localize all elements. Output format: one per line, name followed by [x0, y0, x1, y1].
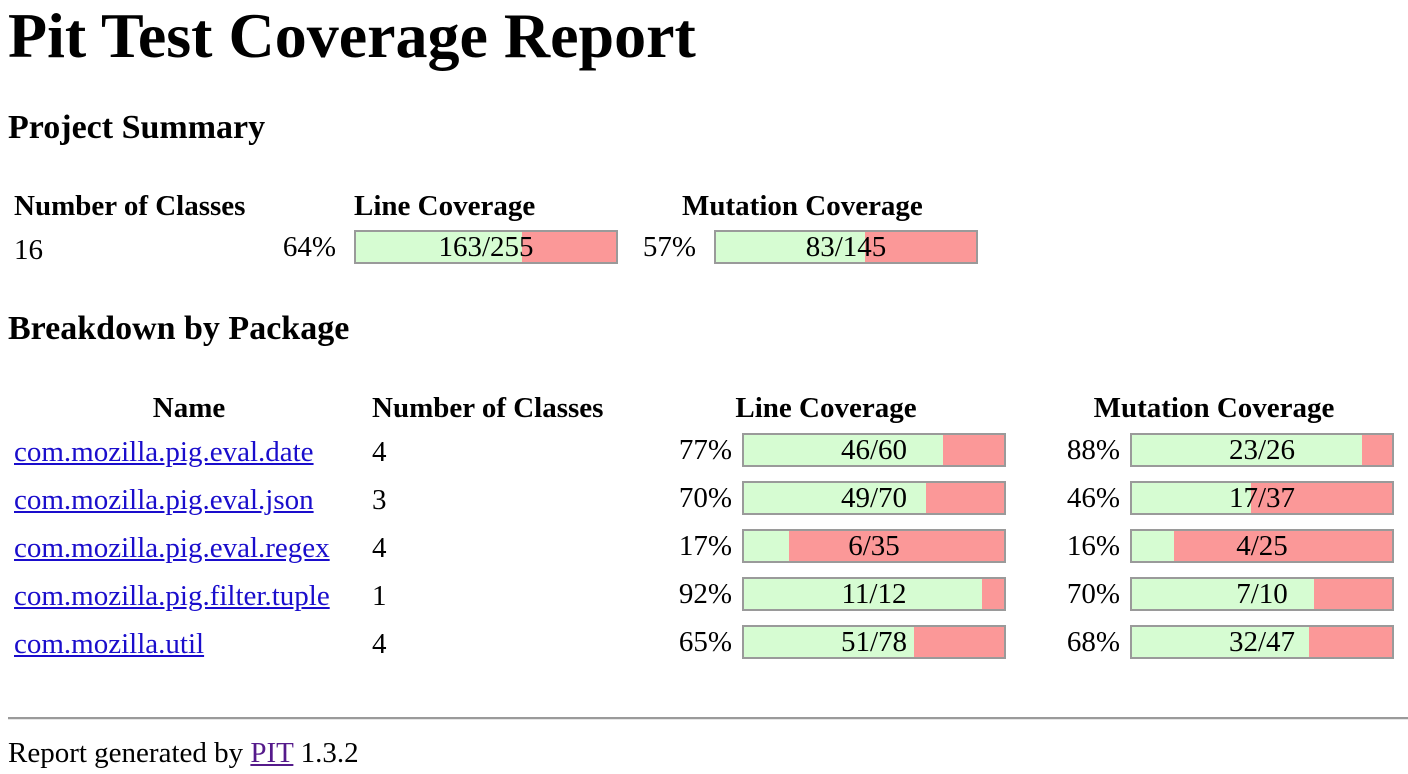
coverage-fill — [744, 483, 926, 513]
footer: Report generated by PIT 1.3.2 — [8, 736, 359, 770]
coverage-ratio: 4/25 — [1236, 530, 1288, 562]
footer-text: Report generated by — [8, 737, 244, 769]
summary-line-coverage-bar: 163/255 — [354, 230, 618, 264]
package-mutation-coverage-bar: 4/25 — [1130, 529, 1394, 563]
package-classes: 3 — [372, 484, 387, 516]
coverage-ratio: 7/10 — [1236, 578, 1288, 610]
coverage-ratio: 163/255 — [438, 231, 534, 263]
package-mutation-coverage-bar: 7/10 — [1130, 577, 1394, 611]
package-mutation-coverage-percent: 46% — [1066, 482, 1120, 514]
package-line-coverage-bar: 51/78 — [742, 625, 1006, 659]
breakdown-by-package-heading: Breakdown by Package — [8, 310, 350, 347]
summary-mutation-coverage-percent: 57% — [642, 231, 696, 263]
project-summary-heading: Project Summary — [8, 109, 266, 146]
package-line-coverage-percent: 17% — [678, 530, 732, 562]
package-line-coverage-bar: 46/60 — [742, 433, 1006, 467]
pit-link[interactable]: PIT — [250, 737, 294, 769]
summary-classes-value: 16 — [14, 234, 43, 266]
breakdown-name-header: Name — [152, 392, 226, 424]
breakdown-line-coverage-header: Line Coverage — [735, 392, 917, 424]
package-link[interactable]: com.mozilla.util — [14, 628, 205, 660]
package-link[interactable]: com.mozilla.pig.eval.json — [14, 484, 314, 516]
coverage-fill — [744, 531, 789, 561]
coverage-fill — [1132, 435, 1362, 465]
coverage-fill — [744, 627, 914, 657]
package-mutation-coverage-bar: 32/47 — [1130, 625, 1394, 659]
package-classes: 1 — [372, 580, 387, 612]
coverage-fill — [744, 435, 944, 465]
package-link[interactable]: com.mozilla.pig.eval.date — [14, 436, 314, 468]
coverage-ratio: 49/70 — [840, 482, 908, 514]
pit-version: 1.3.2 — [300, 737, 359, 769]
summary-mutation-coverage-header: Mutation Coverage — [682, 190, 923, 222]
coverage-ratio: 83/145 — [805, 231, 887, 263]
package-line-coverage-bar: 6/35 — [742, 529, 1006, 563]
package-classes: 4 — [372, 436, 387, 468]
summary-line-coverage-percent: 64% — [282, 231, 336, 263]
package-mutation-coverage-percent: 16% — [1066, 530, 1120, 562]
package-mutation-coverage-percent: 68% — [1066, 626, 1120, 658]
coverage-fill — [1132, 579, 1314, 609]
package-mutation-coverage-bar: 17/37 — [1130, 481, 1394, 515]
package-line-coverage-percent: 70% — [678, 482, 732, 514]
package-link[interactable]: com.mozilla.pig.filter.tuple — [14, 580, 330, 612]
summary-mutation-coverage-bar: 83/145 — [714, 230, 978, 264]
package-line-coverage-percent: 65% — [678, 626, 732, 658]
coverage-ratio: 6/35 — [848, 530, 900, 562]
coverage-ratio: 23/26 — [1228, 434, 1296, 466]
breakdown-mutation-coverage-header: Mutation Coverage — [1093, 392, 1335, 424]
coverage-ratio: 46/60 — [840, 434, 908, 466]
summary-classes-header: Number of Classes — [14, 190, 246, 222]
package-mutation-coverage-bar: 23/26 — [1130, 433, 1394, 467]
package-classes: 4 — [372, 628, 387, 660]
coverage-fill — [744, 579, 983, 609]
package-link[interactable]: com.mozilla.pig.eval.regex — [14, 532, 330, 564]
package-line-coverage-percent: 92% — [678, 578, 732, 610]
package-line-coverage-bar: 11/12 — [742, 577, 1006, 611]
footer-divider — [8, 717, 1408, 720]
summary-line-coverage-header: Line Coverage — [354, 190, 536, 222]
package-mutation-coverage-percent: 70% — [1066, 578, 1120, 610]
coverage-fill — [1132, 483, 1252, 513]
package-classes: 4 — [372, 532, 387, 564]
coverage-ratio: 11/12 — [841, 578, 907, 610]
coverage-ratio: 17/37 — [1228, 482, 1296, 514]
breakdown-classes-header: Number of Classes — [372, 392, 604, 424]
package-line-coverage-bar: 49/70 — [742, 481, 1006, 515]
coverage-ratio: 32/47 — [1228, 626, 1296, 658]
coverage-fill — [716, 232, 865, 262]
package-mutation-coverage-percent: 88% — [1066, 434, 1120, 466]
coverage-fill — [356, 232, 523, 262]
page-title: Pit Test Coverage Report — [8, 0, 696, 71]
coverage-fill — [1132, 531, 1174, 561]
coverage-ratio: 51/78 — [840, 626, 908, 658]
package-line-coverage-percent: 77% — [678, 434, 732, 466]
coverage-fill — [1132, 627, 1310, 657]
